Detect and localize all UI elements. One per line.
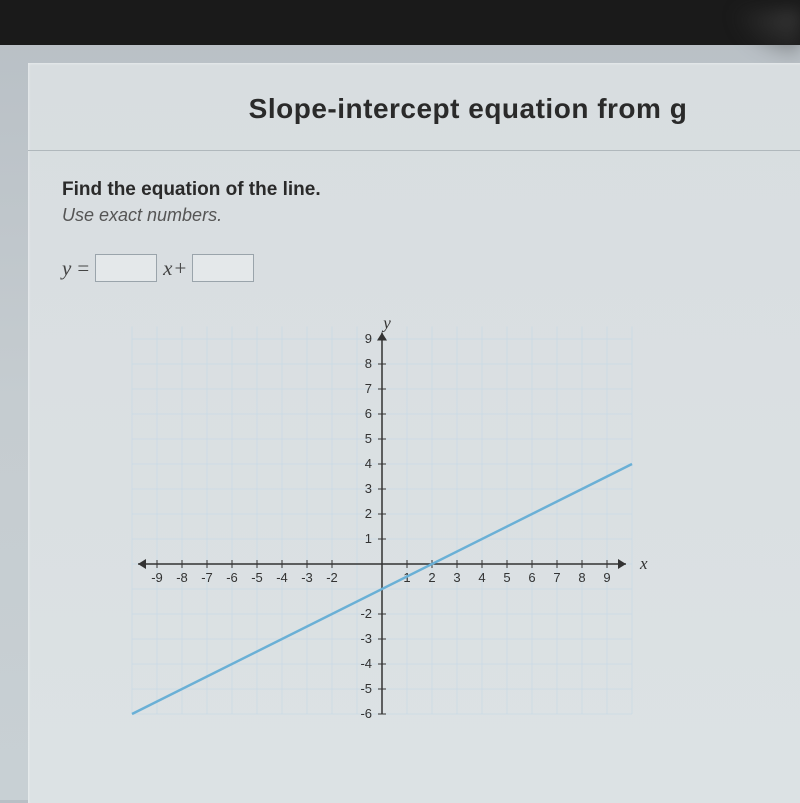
equation-plus: + (175, 256, 187, 281)
svg-text:3: 3 (365, 481, 372, 496)
svg-text:6: 6 (528, 570, 535, 585)
svg-text:y: y (381, 314, 391, 333)
svg-text:3: 3 (453, 570, 460, 585)
svg-text:-3: -3 (360, 631, 372, 646)
equation-equals: = (77, 256, 89, 281)
intercept-input[interactable] (192, 254, 254, 282)
equation-x: x (163, 256, 172, 281)
svg-text:2: 2 (365, 506, 372, 521)
slope-input[interactable] (95, 254, 157, 282)
svg-text:-9: -9 (151, 570, 163, 585)
svg-text:5: 5 (365, 431, 372, 446)
svg-text:8: 8 (365, 356, 372, 371)
svg-text:-8: -8 (176, 570, 188, 585)
svg-text:-2: -2 (360, 606, 372, 621)
page-title: Slope-intercept equation from g (128, 63, 800, 150)
svg-text:7: 7 (365, 381, 372, 396)
svg-text:6: 6 (365, 406, 372, 421)
equation-lhs: y (62, 256, 71, 281)
svg-text:-2: -2 (326, 570, 338, 585)
question-block: Find the equation of the line. Use exact… (28, 151, 800, 744)
svg-text:9: 9 (603, 570, 610, 585)
svg-text:-4: -4 (276, 570, 288, 585)
svg-text:-6: -6 (226, 570, 238, 585)
svg-text:-6: -6 (360, 706, 372, 721)
svg-text:-5: -5 (360, 681, 372, 696)
svg-text:4: 4 (365, 456, 372, 471)
coordinate-graph: -9-8-7-6-5-4-3-2123456789123456789-2-3-4… (102, 304, 662, 744)
prompt-sub: Use exact numbers. (62, 205, 800, 226)
svg-text:-4: -4 (360, 656, 372, 671)
svg-text:5: 5 (503, 570, 510, 585)
svg-text:2: 2 (428, 570, 435, 585)
svg-text:1: 1 (365, 531, 372, 546)
page-content: Slope-intercept equation from g Find the… (28, 63, 800, 803)
svg-text:9: 9 (365, 331, 372, 346)
browser-top-bar (0, 0, 800, 45)
svg-text:-7: -7 (201, 570, 213, 585)
svg-text:x: x (639, 554, 648, 573)
svg-text:7: 7 (553, 570, 560, 585)
svg-text:8: 8 (578, 570, 585, 585)
svg-text:-5: -5 (251, 570, 263, 585)
graph-svg: -9-8-7-6-5-4-3-2123456789123456789-2-3-4… (102, 304, 662, 744)
svg-text:4: 4 (478, 570, 485, 585)
svg-text:-3: -3 (301, 570, 313, 585)
equation-input-row: y = x + (62, 254, 800, 282)
prompt-main: Find the equation of the line. (62, 179, 800, 201)
